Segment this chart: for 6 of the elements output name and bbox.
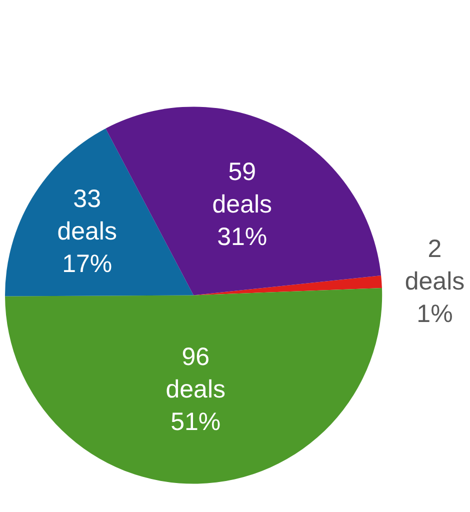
data-label: 59 deals 31%	[212, 158, 272, 251]
pie-slice	[5, 128, 194, 296]
data-label: 96 deals 51%	[166, 343, 226, 436]
pie-slice	[5, 288, 382, 484]
data-label: 33 deals 17%	[57, 184, 117, 278]
data-label: 2 deals 1%	[404, 235, 465, 328]
